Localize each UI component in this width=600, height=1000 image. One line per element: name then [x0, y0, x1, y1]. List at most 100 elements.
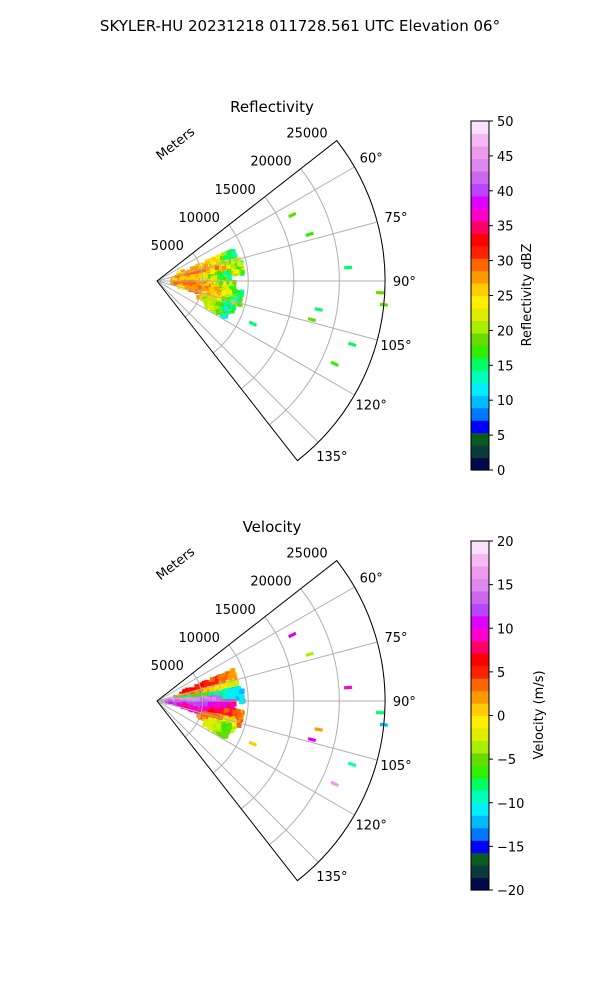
- reflectivity-range-tick-label: 5000: [151, 239, 184, 254]
- velocity-azimuth-tick-label: 75°: [384, 631, 407, 646]
- reflectivity-echo-gate: [220, 262, 225, 267]
- reflectivity-echo-gate: [237, 299, 242, 305]
- velocity-echo-gate: [222, 723, 227, 729]
- velocity-echo-gate: [208, 717, 213, 722]
- velocity-echo-gate: [224, 695, 229, 701]
- velocity-echo-gate: [188, 700, 194, 705]
- reflectivity-echo-gate: [200, 286, 205, 291]
- velocity-echo-gate: [181, 701, 187, 706]
- velocity-colorbar-segment: [471, 727, 489, 742]
- reflectivity-sector-outline: [156, 139, 386, 462]
- reflectivity-colorbar-segment: [471, 208, 489, 222]
- reflectivity-echo-gate: [222, 312, 227, 317]
- reflectivity-echo-gate: [186, 272, 191, 278]
- reflectivity-colorbar-segment: [471, 233, 489, 247]
- reflectivity-colorbar-tick-label: 20: [497, 324, 514, 339]
- velocity-echo-gate: [235, 696, 240, 701]
- reflectivity-colorbar-segment: [471, 357, 489, 371]
- velocity-colorbar-segment: [471, 603, 489, 617]
- reflectivity-range-tick-label: 10000: [179, 211, 220, 226]
- velocity-colorbar-tick-label: 0: [497, 710, 505, 725]
- velocity-echo-gate: [232, 724, 237, 730]
- reflectivity-colorbar-segment: [471, 295, 489, 309]
- reflectivity-echo-gate: [228, 296, 233, 301]
- reflectivity-echo-gate: [220, 256, 225, 261]
- reflectivity-echo-gate: [203, 273, 208, 279]
- velocity-echo-gate: [171, 698, 176, 703]
- reflectivity-echo-cell-core: [343, 265, 353, 270]
- reflectivity-echo-gate: [182, 276, 187, 281]
- reflectivity-echo-gate: [213, 286, 219, 292]
- reflectivity-echo-gate: [209, 268, 214, 273]
- velocity-azimuth-spoke: [156, 700, 319, 863]
- reflectivity-echo-gate: [224, 284, 229, 289]
- reflectivity-echo-gate: [179, 276, 185, 281]
- velocity-echo-gate: [180, 704, 186, 710]
- velocity-colorbar-tick-label: −10: [497, 797, 524, 812]
- velocity-azimuth-tick-label: 90°: [393, 695, 416, 710]
- reflectivity-echo-gate: [190, 266, 195, 271]
- reflectivity-azimuth-spoke: [156, 166, 355, 282]
- velocity-echo-gate: [165, 700, 170, 705]
- velocity-echo-gate: [234, 680, 239, 685]
- velocity-echo-cell-core: [376, 710, 385, 715]
- velocity-echo-gate: [192, 707, 198, 713]
- velocity-colorbar-segment: [471, 678, 489, 692]
- reflectivity-colorbar-segment: [471, 370, 489, 384]
- reflectivity-echo-cell-0: [288, 211, 297, 219]
- velocity-colorbar-segment: [471, 541, 489, 555]
- reflectivity-range-tick-label: 25000: [286, 127, 327, 142]
- reflectivity-azimuth-tick-label: 105°: [380, 339, 411, 354]
- reflectivity-echo-gate: [219, 267, 224, 272]
- velocity-echo-gate: [220, 683, 225, 688]
- reflectivity-azimuth-tick-label: 75°: [384, 211, 407, 226]
- reflectivity-colorbar-tick-label: 5: [497, 429, 505, 444]
- velocity-range-ticks: 5000 10000 15000 20000 25000: [151, 547, 328, 674]
- reflectivity-echo-gate: [204, 298, 209, 304]
- reflectivity-echo-gate: [210, 270, 215, 276]
- reflectivity-echo-gate: [223, 255, 228, 260]
- reflectivity-colorbar-tick-label: 25: [497, 290, 514, 305]
- velocity-colorbar-segment: [471, 865, 489, 879]
- velocity-colorbar-tick-label: −15: [497, 840, 524, 855]
- reflectivity-echo-cell-9: [248, 320, 258, 327]
- reflectivity-colorbar-tick-label: 15: [497, 359, 514, 374]
- reflectivity-echo-gate: [216, 270, 221, 275]
- velocity-echo-gate: [205, 722, 211, 727]
- velocity-echo-gate: [237, 719, 242, 725]
- velocity-echo-gate: [230, 668, 236, 673]
- reflectivity-echo-gate: [230, 304, 235, 310]
- velocity-echo-gate: [203, 692, 209, 697]
- reflectivity-colorbar-segment: [471, 270, 489, 284]
- reflectivity-echo-cell-1: [305, 231, 314, 237]
- velocity-echo-gate: [199, 682, 204, 688]
- velocity-echo-gate: [218, 731, 223, 737]
- velocity-colorbar: −20 −15 −10 −5 0 5 10 15 20: [470, 535, 524, 899]
- reflectivity-colorbar-segment: [471, 420, 489, 434]
- reflectivity-colorbar-label: Reflectivity dBZ: [520, 244, 535, 347]
- velocity-echo-gate: [225, 671, 230, 677]
- velocity-echo-gate: [215, 719, 220, 724]
- velocity-echo-gate: [214, 709, 219, 714]
- reflectivity-echo-gate: [203, 263, 208, 268]
- reflectivity-echo-gate: [232, 280, 237, 285]
- reflectivity-range-axis-label: Meters: [154, 125, 198, 164]
- reflectivity-echo-gate: [226, 270, 231, 276]
- velocity-echo-gate: [215, 692, 220, 697]
- reflectivity-echo-gate: [186, 282, 191, 287]
- reflectivity-azimuth-spoke: [156, 221, 378, 282]
- velocity-colorbar-segment: [471, 802, 489, 816]
- velocity-colorbar-tick-label: −5: [497, 753, 516, 768]
- reflectivity-echo-gate: [209, 305, 214, 310]
- velocity-echo-gate: [237, 723, 242, 728]
- reflectivity-echo-gate: [232, 289, 238, 294]
- reflectivity-echo-gate: [206, 295, 211, 301]
- reflectivity-echo-gate: [195, 280, 201, 285]
- velocity-colorbar-segment: [471, 615, 489, 629]
- reflectivity-echo-gate: [223, 271, 228, 276]
- reflectivity-echo-gate: [211, 260, 216, 266]
- velocity-echo-gate: [239, 693, 244, 699]
- velocity-colorbar-segment: [471, 827, 489, 841]
- reflectivity-echo-cell-core: [330, 360, 340, 368]
- velocity-echo-gate: [225, 703, 230, 708]
